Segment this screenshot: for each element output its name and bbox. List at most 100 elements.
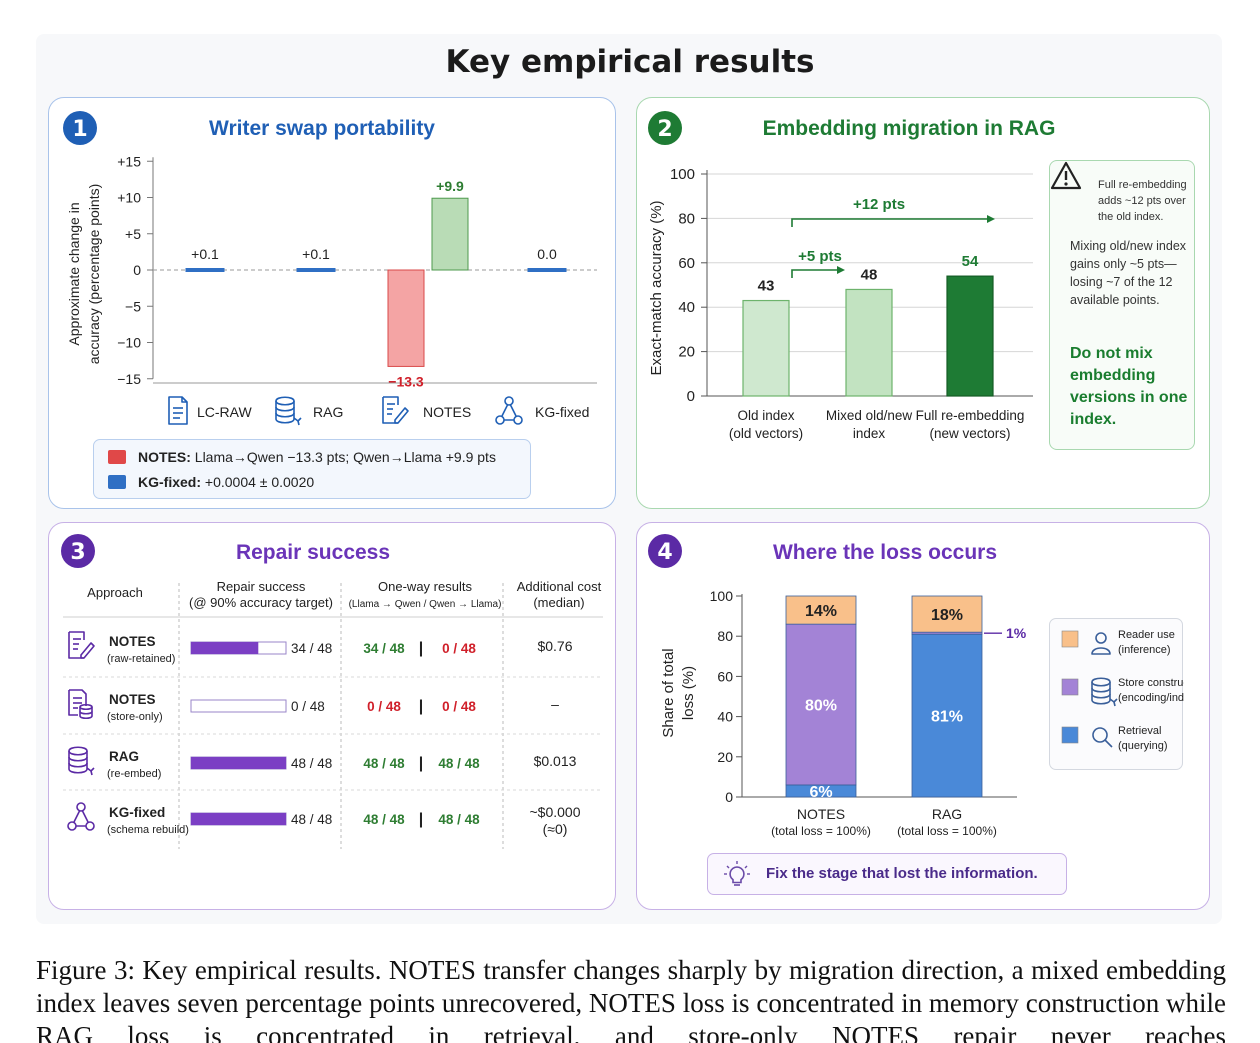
oneway-forward: 0 / 48 [367,699,401,714]
y-tick-label: −10 [117,335,141,351]
notes-icon [382,396,409,424]
legend-label-2: (inference) [1118,644,1171,656]
legend-swatch-red [108,450,126,464]
legend-notes-label: NOTES: [138,449,191,465]
y-tick-label: 0 [133,262,141,278]
stack-label: 18% [931,607,963,624]
legend-swatch [1061,678,1079,696]
bar-3 [946,275,994,397]
x-category-label: NOTES [423,404,471,420]
header-cost-2: (median) [533,595,584,610]
row-sub: (re-embed) [107,768,161,780]
bar-lc-raw-blue [185,268,225,272]
annotation-large: +12 pts [853,196,905,213]
legend-swatch [1061,726,1079,744]
oneway-separator: | [419,640,423,657]
legend-kg-text: +0.0004 ± 0.0020 [201,474,315,490]
y-tick-label: −15 [117,371,141,387]
legend-label-1: Retrieval [1118,725,1161,737]
bar-kg-fixed-blue [527,268,567,272]
panel1-title: Writer swap portability [209,117,435,140]
graph-icon [67,802,95,831]
writer-swap-chart: 1 Writer swap portability +15 +10 +5 0 −5 −10 −1… [63,111,597,426]
legend-label-2: (encoding/index) [1118,692,1184,704]
cost-value: $0.013 [534,753,577,769]
x-category-label-1: Full re-embedding [916,408,1025,423]
tip-box: Fix the stage that lost the information. [707,853,1067,895]
stack-notes-1 [785,623,857,786]
y-tick-label: −5 [125,298,141,314]
header-approach: Approach [87,585,143,600]
y-tick-label: 100 [710,588,734,604]
x-category-label-2: (total loss = 100%) [897,824,997,838]
bar-value-label: −13.3 [388,373,424,389]
bar-value-label: 54 [962,253,979,270]
stack-label: 14% [805,603,837,620]
y-tick-label: 0 [725,789,733,805]
database-icon [1091,677,1118,707]
takeaway-top: Full re-embedding adds ~12 pts over the … [1098,179,1187,223]
bar-value-label: +0.1 [302,246,330,262]
panel2-badge-number: 2 [657,117,672,142]
y-tick-label: 60 [678,255,695,272]
y-tick-label: +15 [117,153,141,169]
y-axis-label-1: Approximate change in [66,202,82,345]
row-name: NOTES [109,692,156,707]
legend-row-notes: NOTES: Llama→Qwen −13.3 pts; Qwen→Llama … [108,449,496,465]
repair-bar-fill [191,642,259,654]
embedding-takeaway-box: Full re-embedding adds ~12 pts over the … [1049,160,1195,450]
stack-rag-0 [911,633,983,798]
cost-value: $0.76 [537,638,572,654]
oneway-forward: 34 / 48 [363,641,405,656]
takeaway-bottom: Do not mix embedding versions in one ind… [1070,345,1188,428]
y-tick-label: 60 [717,668,733,684]
rag-icon [275,396,302,426]
oneway-separator: | [419,811,423,828]
writer-swap-legend: NOTES: Llama→Qwen −13.3 pts; Qwen→Llama … [93,439,531,499]
panel2-badge-circle [648,111,682,145]
oneway-reverse: 0 / 48 [442,699,476,714]
legend-label-2: (querying) [1118,740,1168,752]
x-category-label-2: (new vectors) [929,426,1010,441]
stack-label: 6% [809,784,832,801]
figure-title: Key empirical results [445,44,815,80]
loss-legend: Reader use (inference) Store construction (… [1049,618,1184,770]
y-tick-label: 80 [717,628,733,644]
x-category-label-1: Old index [737,408,794,423]
tip-text: Fix the stage that lost the information. [766,865,1038,882]
bar-value-label: +0.1 [191,246,219,262]
panel3-title: Repair success [236,541,390,564]
stack-label: 80% [805,698,837,715]
header-oneway-1: One-way results [378,579,472,594]
arrowhead-small [837,266,845,274]
y-tick-label: 20 [717,749,733,765]
panel1-badge-circle [63,111,97,145]
oneway-separator: | [419,698,423,715]
y-axis-label-2: accuracy (percentage points) [86,184,102,365]
panel3-badge-circle [61,534,95,568]
x-category-label-1: NOTES [797,806,845,822]
database-icon [68,746,95,776]
bar-notes-red [387,269,425,367]
stack-label: 81% [931,709,963,726]
bar-notes-green [431,197,469,271]
y-tick-label: 100 [670,166,695,183]
oneway-reverse: 0 / 48 [442,641,476,656]
stack-rag-2 [911,595,983,633]
y-axis-label: Exact-match accuracy (%) [648,200,665,375]
header-repair-1: Repair success [217,579,306,594]
stack-notes-2 [785,595,857,625]
loss-location-chart: 4 Where the loss occurs 0 20 40 60 80 100 Share … [648,534,1027,838]
lightbulb-icon [724,861,750,886]
x-category-label-1: Mixed old/new [826,408,913,423]
bar-value-label: 48 [861,266,878,283]
notes-store-icon [68,689,93,720]
y-tick-label: 80 [678,210,695,227]
person-icon [1091,632,1111,655]
header-oneway-2: (Llama → Qwen / Qwen → Llama) [349,599,502,610]
x-category-label-2: (old vectors) [729,426,803,441]
panel2-title: Embedding migration in RAG [763,117,1056,140]
legend-label-1: Store construction [1118,677,1184,689]
x-category-label-2: (total loss = 100%) [771,824,871,838]
